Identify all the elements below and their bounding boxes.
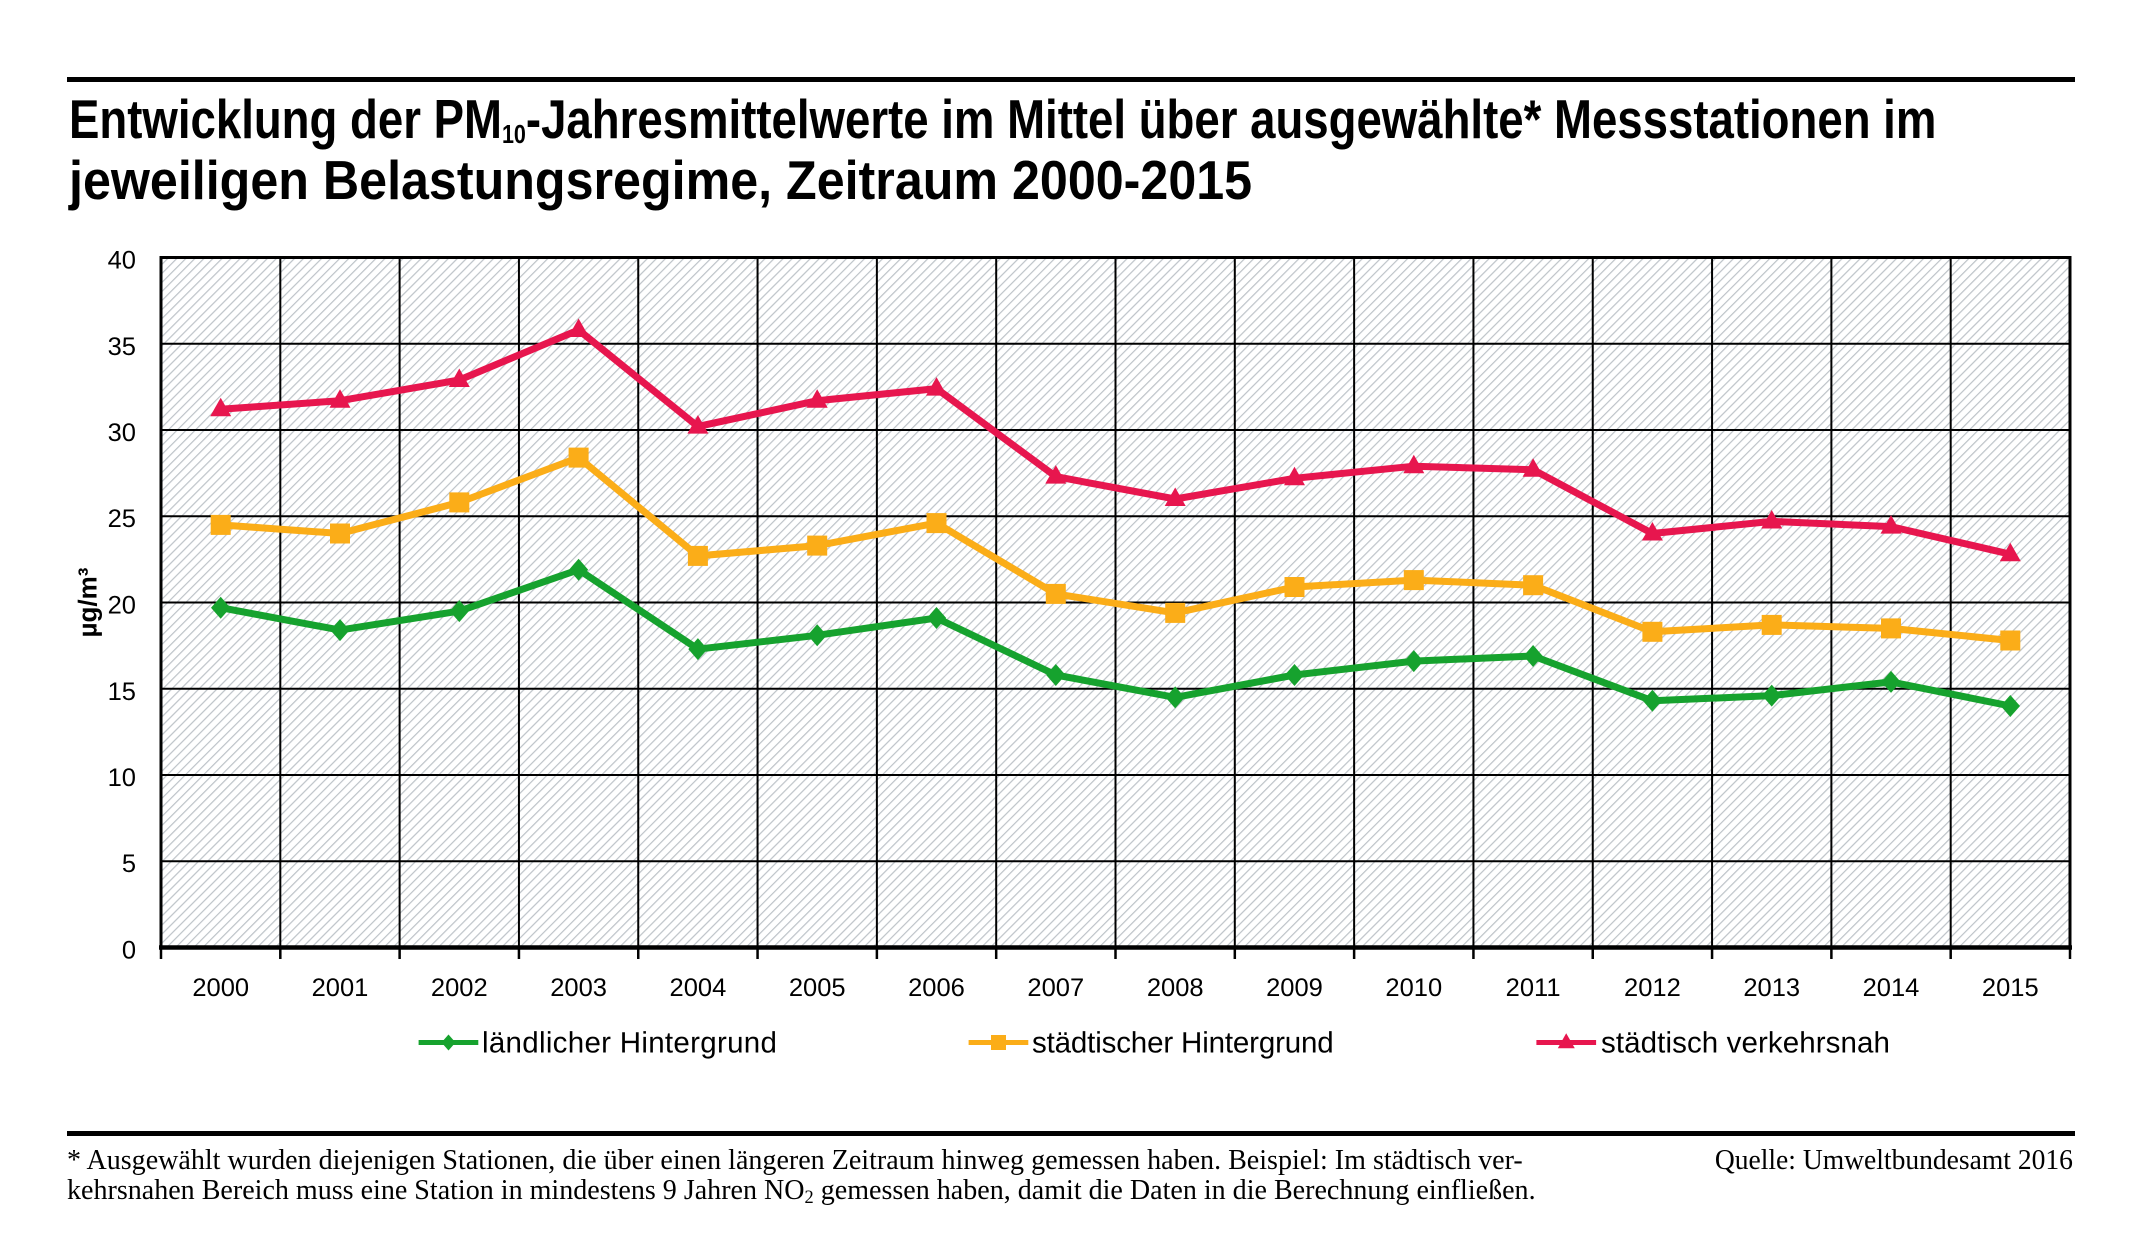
svg-text:städtisch verkehrsnah: städtisch verkehrsnah [1601, 1027, 1890, 1060]
svg-text:2004: 2004 [670, 974, 727, 1002]
svg-text:5: 5 [122, 850, 136, 878]
svg-text:2012: 2012 [1624, 974, 1681, 1002]
svg-text:2010: 2010 [1385, 974, 1442, 1002]
svg-text:2009: 2009 [1266, 974, 1323, 1002]
svg-text:2006: 2006 [908, 974, 965, 1002]
svg-text:40: 40 [108, 247, 136, 275]
svg-text:2013: 2013 [1743, 974, 1800, 1002]
svg-text:2005: 2005 [789, 974, 846, 1002]
svg-text:2001: 2001 [312, 974, 369, 1002]
svg-text:35: 35 [108, 333, 136, 361]
svg-text:2008: 2008 [1147, 974, 1204, 1002]
svg-text:2015: 2015 [1982, 974, 2039, 1002]
svg-text:20: 20 [108, 592, 136, 620]
svg-text:10: 10 [108, 764, 136, 792]
svg-text:2014: 2014 [1863, 974, 1920, 1002]
svg-text:µg/m³: µg/m³ [73, 567, 103, 637]
svg-text:2002: 2002 [431, 974, 488, 1002]
svg-text:2003: 2003 [550, 974, 607, 1002]
svg-text:städtischer Hintergrund: städtischer Hintergrund [1032, 1027, 1334, 1060]
svg-text:30: 30 [108, 419, 136, 447]
svg-text:25: 25 [108, 505, 136, 533]
svg-text:0: 0 [122, 937, 136, 965]
svg-text:ländlicher Hintergrund: ländlicher Hintergrund [482, 1027, 777, 1060]
svg-text:2011: 2011 [1506, 974, 1561, 1002]
svg-text:15: 15 [108, 678, 136, 706]
svg-text:2000: 2000 [192, 974, 249, 1002]
svg-text:2007: 2007 [1027, 974, 1084, 1002]
